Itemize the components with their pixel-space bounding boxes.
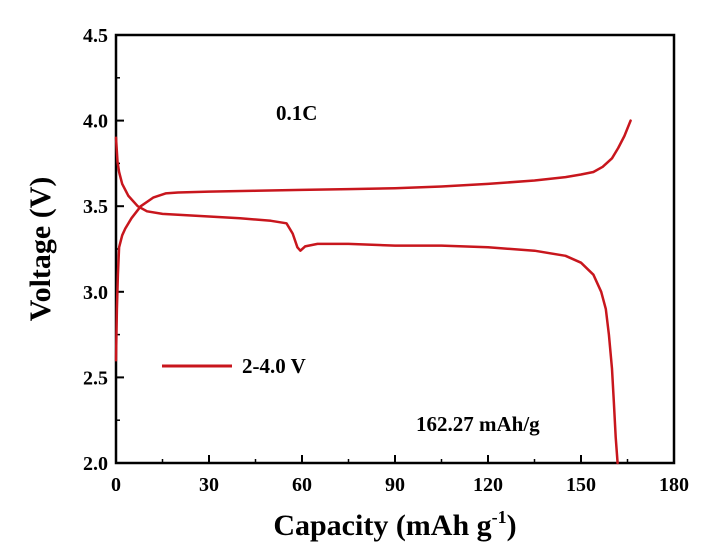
data-curves [114,119,632,465]
x-tick-label: 150 [566,474,596,496]
x-tick-label: 120 [473,474,503,496]
x-axis-title-main: Capacity (mAh g [273,509,491,542]
rate-annotation: 0.1C [276,101,317,125]
y-tick-label: 3.0 [83,282,108,304]
y-tick-label: 3.5 [83,196,108,218]
axis-ticks [115,34,675,464]
y-tick-label: 2.5 [83,367,108,389]
y-tick-label: 4.0 [83,111,108,133]
x-axis-title: Capacity (mAh g-1) [273,507,516,542]
legend-label: 2-4.0 V [242,354,306,378]
y-axis-title: Voltage (V) [24,177,57,322]
x-tick-label: 180 [659,474,689,496]
charge-curve [114,119,632,362]
x-axis-title-close: ) [507,509,517,542]
x-tick-label: 60 [292,474,312,496]
x-tick-label: 30 [199,474,219,496]
y-tick-label: 4.5 [83,25,108,47]
capacity-annotation: 162.27 mAh/g [416,412,540,436]
y-tick-label: 2.0 [83,453,108,475]
x-tick-label: 0 [111,474,121,496]
legend: 2-4.0 V [162,354,306,378]
x-tick-label: 90 [385,474,405,496]
x-axis-title-exponent: -1 [492,507,507,527]
axis-tick-labels: 0 30 60 90 120 150 180 2.0 2.5 3.0 3.5 4.0 4.5 [83,25,689,496]
discharge-curve [114,136,619,465]
plot-frame [114,33,676,465]
